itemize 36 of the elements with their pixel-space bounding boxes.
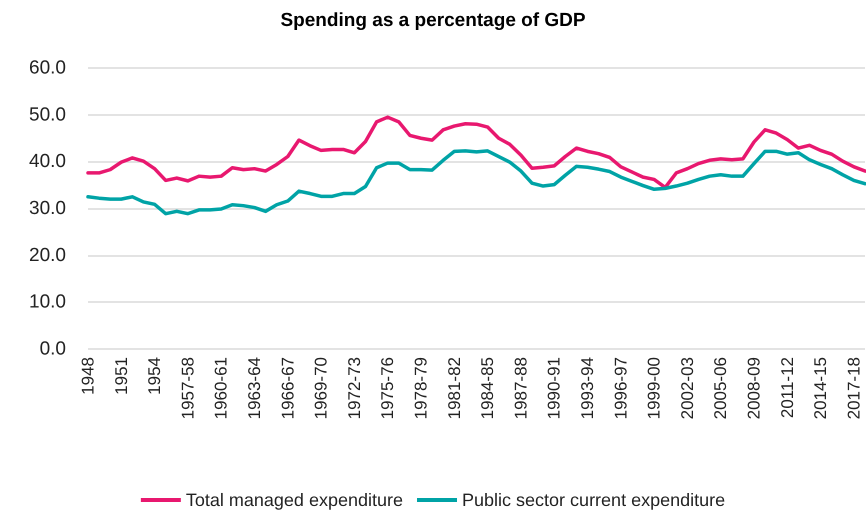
y-tick-label: 10.0 <box>29 292 66 313</box>
x-tick-label: 1978-79 <box>412 357 430 420</box>
x-tick-label: 2014-15 <box>811 357 830 420</box>
y-tick-label: 20.0 <box>29 244 66 266</box>
x-tick-label: 1987-88 <box>511 357 530 420</box>
x-tick-label: 1951 <box>112 357 131 395</box>
line-series <box>86 115 866 190</box>
x-tick-label: 1948 <box>78 357 98 395</box>
y-tick-label: 50.0 <box>29 104 66 126</box>
x-tick-label: 1993-94 <box>578 357 597 420</box>
legend-label: Public sector current expenditure <box>462 490 726 510</box>
x-tick-label: 2005-06 <box>711 357 730 420</box>
x-tick-label: 2008-09 <box>744 357 764 420</box>
x-tick-label: 1960-61 <box>212 357 231 420</box>
chart-title: Spending as a percentage of GDP <box>280 10 586 31</box>
line-series <box>86 149 866 216</box>
x-tick-label: 1999-00 <box>644 357 664 420</box>
x-tick-label: 1969-70 <box>312 357 331 420</box>
y-tick-label: 30.0 <box>29 198 66 219</box>
x-tick-label: 2002-03 <box>678 357 697 420</box>
x-tick-label: 2017-18 <box>844 357 864 420</box>
x-tick-label: 1954 <box>145 357 164 395</box>
x-tick-label: 1981-82 <box>444 357 464 420</box>
y-tick-label: 60.0 <box>29 58 66 78</box>
y-tick-label: 0.0 <box>40 338 66 360</box>
x-tick-label: 1996-97 <box>611 357 630 420</box>
x-tick-label: 1957-58 <box>178 357 198 420</box>
x-tick-label: 1984-85 <box>478 357 498 420</box>
x-tick-label: 1966-67 <box>278 357 298 420</box>
x-tick-label: 1990-91 <box>544 357 564 420</box>
x-tick-label: 1975-76 <box>378 357 398 420</box>
y-tick-label: 40.0 <box>29 151 66 172</box>
legend-label: Total managed expenditure <box>186 490 404 510</box>
x-tick-label: 1963-64 <box>245 357 264 420</box>
x-tick-label: 2011-12 <box>778 357 797 418</box>
x-tick-label: 1972-73 <box>344 357 364 420</box>
